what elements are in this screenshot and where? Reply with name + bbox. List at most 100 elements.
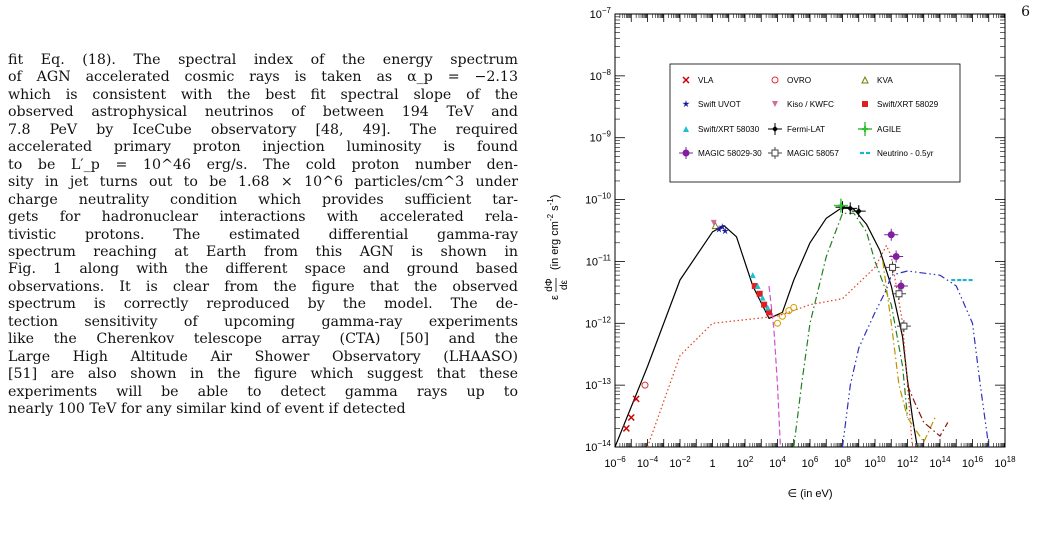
data-point-kiso-kwfc [710,219,717,226]
text-line: experiments will be able to detect gamma… [8,383,518,400]
x-tick-label: 104 [769,455,786,470]
y-tick-label: 10−10 [585,192,611,207]
data-point-swift-xrt-58030 [749,272,756,279]
y-axis-label: ε dΦ dε (in erg cm-2 s-1) [544,195,570,300]
text-line: nearly 100 TeV for any similar kind of e… [8,401,406,418]
y-tick-label: 10−8 [590,68,612,83]
model-curve-1 [768,285,781,447]
data-point-swift-xrt-58029 [766,309,773,316]
y-label-num: dΦ [544,278,555,292]
legend-marker [771,76,779,84]
data-point-nustar-x-ray-band [774,319,781,327]
x-tick-label: 10−6 [604,455,626,470]
y-tick-label: 10−9 [590,130,612,145]
data-point-swift-xrt-58029 [751,283,758,290]
data-point-swift-xrt-58030 [759,294,766,301]
text-line: tection sensitivity of upcoming gamma-ra… [8,313,518,330]
legend-label: MAGIC 58029-30 [698,149,762,158]
legend-label: AGILE [877,125,902,134]
x-tick-label: 1010 [864,455,886,470]
legend-box [669,63,961,183]
data-point-fermi-lat [847,205,854,212]
y-tick-label: 10−14 [585,439,611,454]
x-tick-label: 10−4 [637,455,659,470]
x-tick-label: 1014 [929,455,951,470]
x-tick-label: 1018 [994,455,1016,470]
sed-figure: 10−6 10−4 10−2 1 102 104 106 108 1010 1012 1014 101… [544,6,1016,500]
x-tick-label: 106 [802,455,819,470]
data-point-nustar-x-ray-band [790,303,798,311]
axis-ticks [614,13,1006,448]
legend-marker [682,76,690,84]
data-point-swift-xrt-58030 [754,283,761,290]
text-line: observations. It is clear from the figur… [8,278,518,295]
x-tick-label: 1012 [897,455,919,470]
y-tick-label: 10−11 [586,253,612,268]
data-point-ovro [641,381,649,389]
data-point-magic-58057 [895,290,903,298]
legend-marker [771,149,779,157]
data-point-nustar-x-ray-band [785,307,793,315]
legend-marker [862,101,868,107]
data-point-magic-58057 [889,263,897,271]
text-line: observed astrophysical neutrinos of betw… [8,104,518,121]
legend-marker [862,126,868,132]
text-line: which is consistent with the best fit sp… [8,86,518,103]
y-tick-label: 10−13 [585,377,611,392]
legend-label: Swift/XRT 58030 [698,125,760,134]
data-point-swift-uvot [718,223,726,231]
text-line: 7.8 PeV by IceCube observatory [48, 49].… [8,121,518,138]
model-curve-4 [841,270,990,447]
text-line: [51] are also shown in the figure which … [8,366,518,383]
data-point-swift-uvot [715,225,723,233]
text-line: spectrum reaching at Earth from this AGN… [8,243,518,260]
data-point-fermi-lat [855,208,862,215]
legend: VLA OVRO KVA Swift UVOT Kiso / KWFC Swift/XRT… [669,63,961,183]
data-point-vla [632,395,640,403]
legend-label: VLA [698,76,714,85]
text-line: like the Cherenkov telescope array (CTA)… [8,331,518,348]
text-line: fit Eq. (18). The spectral index of the … [8,52,518,68]
legend-label: KVA [877,76,893,85]
data-point-magic-58029-30 [892,253,900,261]
legend-label: Fermi-LAT [787,125,825,134]
data-point-nustar-x-ray-band [778,312,786,320]
x-axis-label: ∈ (in eV) [787,488,832,500]
x-tick-label: 102 [737,455,754,470]
y-tick-label: 10−7 [590,6,612,21]
legend-label: Swift UVOT [698,100,741,109]
model-curve-0 [615,206,918,447]
data-point-magic-58029-30 [887,231,895,239]
observation-points [622,198,973,432]
text-line: accelerated primary proton injection lum… [8,139,518,156]
data-point-swift-xrt-58029 [756,290,763,297]
x-tick-label: 1 [709,458,715,470]
text-line: sity in jet turns out to be 1.68 × 10^6 … [8,174,518,191]
text-line: gets for hadronuclear interactions with … [8,209,518,226]
data-point-swift-xrt-58029 [761,301,768,308]
y-tick-label: 10−12 [585,315,611,330]
text-line: Fig. 1 along with the different space an… [8,261,518,278]
model-curve-2 [793,212,909,447]
text-line: of AGN accelerated cosmic rays is taken … [8,69,518,86]
data-point-vla [627,413,635,422]
legend-marker [772,126,778,132]
x-tick-label: 1016 [962,455,984,470]
page-number: 6 [1021,4,1030,20]
legend-label: OVRO [787,76,811,85]
legend-marker [861,75,869,84]
legend-marker [682,100,690,108]
legend-marker [772,101,778,107]
text-line: to be L′_p = 10^46 erg/s. The cold proto… [8,156,518,173]
legend-label: MAGIC 58057 [787,149,839,158]
legend-label: Swift/XRT 58029 [877,100,939,109]
text-line: Large High Altitude Air Shower Observato… [8,348,518,365]
data-point-vla [622,424,630,432]
legend-marker [682,149,690,157]
legend-marker [683,126,689,132]
data-point-magic-58057 [900,322,908,330]
body-text-column: fit Eq. (18). The spectral index of the … [8,52,518,419]
data-point-swift-xrt-58030 [764,304,771,311]
text-line: spectrum is correctly reproduced by the … [8,296,518,313]
model-curves [615,206,990,447]
